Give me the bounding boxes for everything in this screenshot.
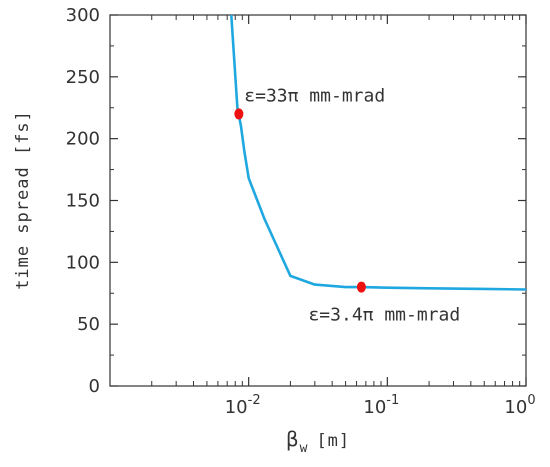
x-axis-label-unit: [m] [316, 431, 350, 451]
minor-ticks [151, 15, 521, 386]
annotation-label: ε=3.4π mm-mrad [308, 304, 460, 325]
x-axis-label: βw [m] [286, 427, 350, 456]
x-axis-label-symbol: β [286, 427, 300, 451]
x-axis-label-subscript: w [300, 441, 309, 456]
y-tick-label: 150 [66, 191, 100, 212]
annotation-label: ε=33π mm-mrad [244, 86, 385, 107]
x-tick-label: 100 [504, 393, 535, 418]
y-tick-label: 250 [66, 67, 100, 88]
data-marker [234, 108, 244, 120]
x-tick-label-exponent: -1 [386, 393, 399, 408]
x-tick-label-base: 10 [225, 397, 248, 418]
data-marker [356, 281, 366, 293]
y-tick-label: 0 [89, 376, 100, 397]
y-tick-label: 200 [66, 129, 100, 150]
plot-frame [109, 14, 527, 387]
x-tick-label: 10-1 [363, 393, 399, 418]
x-tick-label-base: 10 [504, 397, 527, 418]
series-line [230, 14, 527, 291]
x-axis-ticks: 10-2 10-1 100 [225, 15, 536, 418]
annotations: ε=33π mm-mrad ε=3.4π mm-mrad [244, 86, 460, 326]
y-tick-label: 300 [66, 5, 100, 26]
y-tick-label: 50 [77, 314, 100, 335]
y-axis-ticks: 0 50 100 150 200 250 300 [66, 5, 526, 397]
x-tick-label: 10-2 [225, 393, 261, 418]
x-tick-label-base: 10 [363, 397, 386, 418]
x-tick-label-exponent: -2 [248, 393, 261, 408]
x-tick-label-exponent: 0 [527, 393, 535, 408]
y-axis-label: time spread [fs] [13, 110, 33, 290]
markers [234, 108, 366, 293]
y-tick-label: 100 [66, 252, 100, 273]
